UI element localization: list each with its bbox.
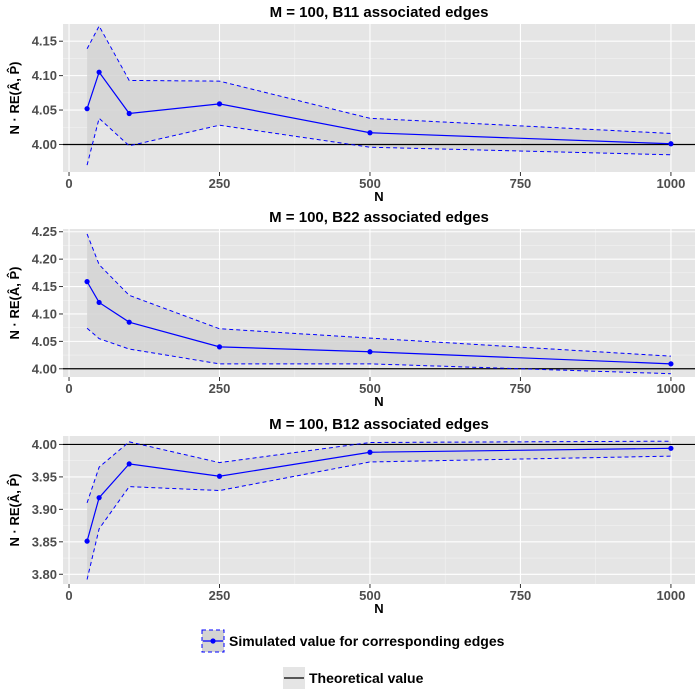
simulated-line <box>86 447 671 542</box>
upper-bound-line <box>86 25 671 134</box>
legend-label-theoretical: Theoretical value <box>309 670 424 686</box>
simulated-point <box>96 495 102 501</box>
simulated-point <box>126 461 132 467</box>
x-axis-title: N <box>374 189 383 204</box>
y-tick-label: 3.85 <box>32 534 57 549</box>
y-tick-label: 4.05 <box>32 103 57 118</box>
y-tick-label: 4.15 <box>32 279 57 294</box>
x-tick-label: 0 <box>65 588 72 603</box>
x-tick-label: 0 <box>65 176 72 191</box>
confidence-ribbon <box>87 233 671 374</box>
chart-title: M = 100, B22 associated edges <box>269 209 489 226</box>
chart-panel-b11: 0 250 500 750 1000 4.00 4.05 4.10 4.15 M = 100, B… <box>7 4 695 204</box>
legend-key-simulated <box>201 629 225 653</box>
confidence-ribbon <box>87 26 671 166</box>
chart-title: M = 100, B11 associated edges <box>270 4 489 21</box>
y-tick-label: 4.15 <box>32 34 57 49</box>
x-tick-label: 750 <box>510 381 532 396</box>
x-tick-label: 1000 <box>656 588 685 603</box>
upper-bound-line <box>86 233 671 357</box>
simulated-point <box>367 130 373 136</box>
y-tick-label: 4.05 <box>32 334 57 349</box>
chart-title: M = 100, B12 associated edges <box>269 416 489 433</box>
lower-bound-line <box>86 117 671 166</box>
x-tick-label: 250 <box>209 381 231 396</box>
simulated-line <box>86 70 671 145</box>
x-tick-label: 500 <box>359 588 381 603</box>
y-axis-title: N · RE(Â, P̂) <box>7 62 22 135</box>
simulated-point <box>126 319 132 325</box>
simulated-line <box>86 281 671 365</box>
y-tick-label: 4.10 <box>32 306 57 321</box>
simulated-point <box>84 538 90 544</box>
x-axis-title: N <box>374 601 383 616</box>
simulated-point <box>367 349 373 355</box>
upper-bound-line <box>86 440 671 504</box>
legend-label-simulated: Simulated value for corresponding edges <box>229 633 505 649</box>
simulated-point <box>216 101 223 107</box>
x-tick-label: 500 <box>359 381 381 396</box>
confidence-ribbon <box>87 441 671 580</box>
y-tick-label: 4.10 <box>32 68 57 83</box>
y-tick-label: 3.90 <box>32 502 57 517</box>
y-tick-label: 4.00 <box>32 137 57 152</box>
x-tick-label: 750 <box>510 176 532 191</box>
simulated-point <box>84 279 90 285</box>
lower-bound-line <box>86 455 671 580</box>
y-axis-title: N · RE(Â, P̂) <box>7 474 22 547</box>
legend: Simulated value for corresponding edges … <box>201 629 505 689</box>
y-tick-label: 3.95 <box>32 469 57 484</box>
simulated-point <box>668 361 674 367</box>
y-axis-title: N · RE(Â, P̂) <box>7 267 22 340</box>
simulated-point <box>126 110 132 117</box>
x-tick-label: 1000 <box>656 381 685 396</box>
chart-panel-b22: 0 250 500 750 1000 4.00 4.05 4.10 4.15 4.20 4.25 M … <box>7 209 695 409</box>
simulated-point <box>96 69 102 75</box>
simulated-point <box>668 141 674 147</box>
simulated-point <box>668 445 674 451</box>
y-tick-label: 4.00 <box>32 361 57 376</box>
lower-bound-line <box>86 327 671 375</box>
x-tick-label: 750 <box>510 588 532 603</box>
y-tick-label: 4.25 <box>32 224 57 239</box>
x-tick-label: 1000 <box>656 176 685 191</box>
x-tick-label: 250 <box>209 588 231 603</box>
simulated-point <box>84 106 90 112</box>
x-tick-label: 0 <box>65 381 72 396</box>
y-tick-label: 4.00 <box>32 437 57 452</box>
simulated-point <box>96 299 102 306</box>
simulated-point <box>367 449 373 455</box>
simulated-point <box>216 473 223 479</box>
chart-panel-b12: 0 250 500 750 1000 3.80 3.85 3.90 3.95 4.00 M = 10… <box>7 416 695 616</box>
x-tick-label: 250 <box>209 176 231 191</box>
y-tick-label: 4.20 <box>32 252 57 267</box>
legend-key-theoretical <box>283 667 305 689</box>
x-axis-title: N <box>374 394 383 409</box>
x-tick-label: 500 <box>359 176 381 191</box>
y-tick-label: 3.80 <box>32 567 57 582</box>
simulated-point <box>216 344 223 350</box>
